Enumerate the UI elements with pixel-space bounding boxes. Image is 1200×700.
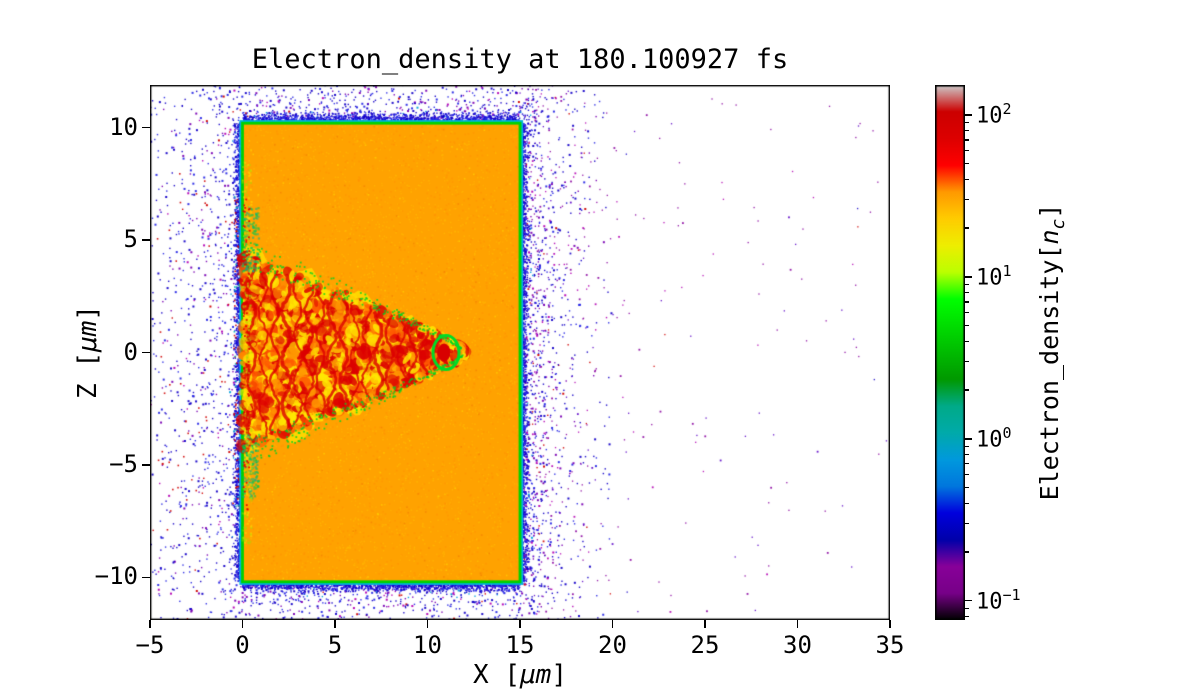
colorbar-minor-tick xyxy=(965,129,969,132)
colorbar-tick-label: 102 xyxy=(976,100,1012,128)
colorbar-tick-exponent: 0 xyxy=(1002,423,1012,442)
colorbar-tick-label: 101 xyxy=(976,262,1012,290)
y-tick xyxy=(142,464,150,466)
colorbar-minor-tick xyxy=(965,139,969,141)
colorbar-minor-tick xyxy=(965,312,969,314)
colorbar-minor-tick xyxy=(965,522,969,525)
colorbar-minor-tick xyxy=(965,551,969,553)
x-tick-label: 20 xyxy=(598,631,627,659)
colorbar-tick-base: 10 xyxy=(976,589,1003,615)
y-axis-label-unit: μm xyxy=(73,320,103,352)
x-tick-label: −5 xyxy=(135,631,165,659)
colorbar-label-close: ] xyxy=(1035,203,1064,219)
colorbar-minor-tick xyxy=(965,198,969,201)
colorbar-minor-tick xyxy=(965,163,969,165)
y-tick xyxy=(142,239,150,241)
colorbar-tick-exponent: 1 xyxy=(1002,261,1012,280)
colorbar-minor-tick xyxy=(965,121,969,123)
colorbar-tick-label: 100 xyxy=(976,424,1012,452)
colorbar-minor-tick xyxy=(965,615,969,617)
y-tick-label: −10 xyxy=(94,562,138,591)
colorbar-minor-tick xyxy=(965,463,969,465)
y-axis-label-text: Z [ xyxy=(73,352,103,399)
y-tick-label: −5 xyxy=(109,449,138,478)
x-axis-label: X [μm] xyxy=(150,660,890,690)
plot-title: Electron_density at 180.100927 fs xyxy=(251,44,789,75)
colorbar-tick xyxy=(965,276,972,278)
colorbar xyxy=(935,85,965,620)
y-tick-label: 10 xyxy=(109,112,138,141)
colorbar-tick xyxy=(965,599,972,602)
colorbar-minor-tick xyxy=(965,324,969,327)
x-tick xyxy=(796,620,799,628)
colorbar-minor-tick xyxy=(965,360,969,363)
colorbar-minor-tick xyxy=(965,301,969,303)
colorbar-tick-exponent: −1 xyxy=(1002,585,1021,604)
x-tick-label: 0 xyxy=(235,631,250,659)
x-tick xyxy=(149,620,151,628)
colorbar-tick-base: 10 xyxy=(976,103,1003,129)
x-tick xyxy=(241,620,244,628)
x-tick xyxy=(889,620,891,628)
colorbar-minor-tick xyxy=(965,453,969,456)
colorbar-minor-tick xyxy=(965,291,969,294)
colorbar-tick-label: 10−1 xyxy=(976,586,1021,614)
colorbar-label-text: Electron_density[ xyxy=(1035,244,1064,501)
density-heatmap xyxy=(150,85,890,620)
y-tick xyxy=(142,126,150,129)
colorbar-label: Electron_density[nc] xyxy=(1035,204,1069,501)
colorbar-minor-tick xyxy=(965,389,969,391)
x-axis-label-close: ] xyxy=(551,660,567,690)
x-tick-label: 30 xyxy=(783,631,812,659)
y-axis-label-close: ] xyxy=(73,305,103,321)
x-tick-label: 25 xyxy=(690,631,720,659)
x-tick-label: 15 xyxy=(505,631,535,659)
y-tick xyxy=(142,351,150,354)
colorbar-tick xyxy=(965,114,972,116)
colorbar-tick-base: 10 xyxy=(976,427,1003,453)
colorbar-minor-tick xyxy=(965,474,969,476)
colorbar-tick-base: 10 xyxy=(976,265,1003,291)
x-tick-label: 35 xyxy=(875,631,905,659)
colorbar-minor-tick xyxy=(965,607,969,609)
x-axis-label-unit: μm xyxy=(520,660,552,690)
x-tick xyxy=(519,620,521,628)
colorbar-label-subscript: c xyxy=(1048,218,1069,230)
colorbar-minor-tick xyxy=(965,486,969,489)
x-tick xyxy=(611,620,614,628)
y-tick-label: 5 xyxy=(123,225,138,254)
x-tick-label: 5 xyxy=(327,631,343,659)
x-tick xyxy=(426,620,429,628)
colorbar-minor-tick xyxy=(965,502,969,504)
colorbar-minor-tick xyxy=(965,150,969,152)
colorbar-minor-tick xyxy=(965,283,969,285)
colorbar-minor-tick xyxy=(965,227,969,229)
colorbar-tick xyxy=(965,437,972,440)
x-axis-label-text: X [ xyxy=(473,660,520,690)
y-tick xyxy=(142,576,150,579)
x-tick xyxy=(704,620,706,628)
colorbar-minor-tick xyxy=(965,445,969,447)
y-axis-label: Z [μm] xyxy=(73,305,103,399)
colorbar-minor-tick xyxy=(965,340,969,342)
colorbar-tick-exponent: 2 xyxy=(1002,99,1012,118)
x-tick xyxy=(334,620,336,628)
y-tick-label: 0 xyxy=(123,337,138,366)
colorbar-minor-tick xyxy=(965,178,969,180)
x-tick-label: 10 xyxy=(413,631,442,659)
colorbar-label-symbol: n xyxy=(1035,229,1064,245)
